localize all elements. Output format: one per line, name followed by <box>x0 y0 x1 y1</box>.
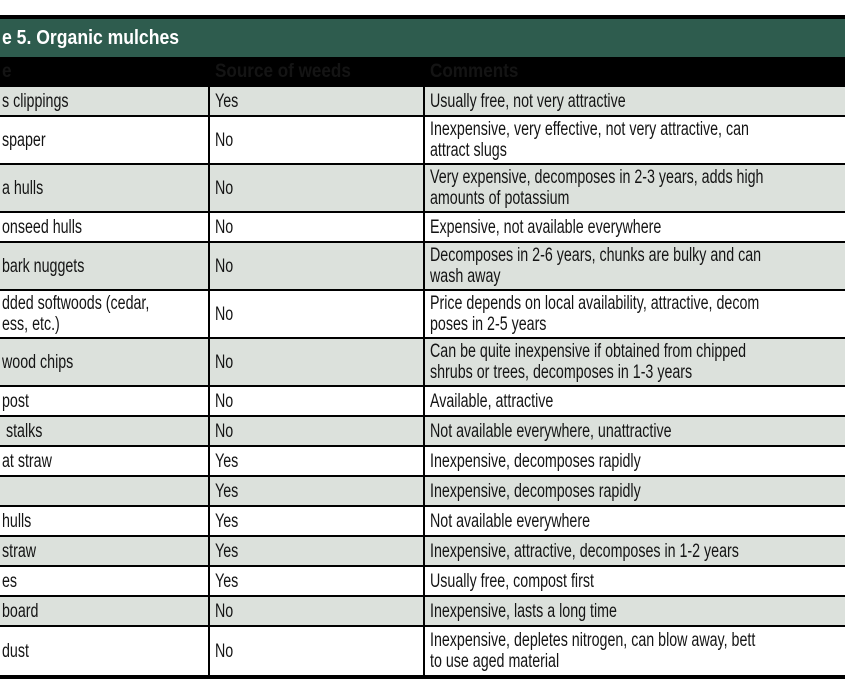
table-row: Yes Inexpensive, decomposes rapidly <box>0 477 845 507</box>
table-header-row: e Source of weeds Comments <box>0 57 845 87</box>
table-row: s clippings Yes Usually free, not very a… <box>0 87 845 117</box>
weed-source-cell: Yes <box>210 537 425 565</box>
table-row: hulls Yes Not available everywhere <box>0 507 845 537</box>
weed-source-cell: No <box>210 597 425 625</box>
table-top-rule <box>0 15 845 19</box>
comments-cell: Inexpensive, lasts a long time <box>430 600 617 622</box>
comments-cell: Price depends on local availability, att… <box>430 293 760 335</box>
table-row: onseed hulls No Expensive, not available… <box>0 213 845 243</box>
table-row: stalks No Not available everywhere, unat… <box>0 417 845 447</box>
table-row: wood chips No Can be quite inexpensive i… <box>0 339 845 387</box>
weed-source-cell: No <box>210 243 425 289</box>
comments-cell: Inexpensive, very effective, not very at… <box>430 119 749 161</box>
weed-source-cell: Yes <box>210 507 425 535</box>
mulch-type-cell: s clippings <box>0 87 210 115</box>
mulch-type-cell: straw <box>0 537 210 565</box>
weed-source-cell: No <box>210 213 425 241</box>
mulch-type-cell: es <box>0 567 210 595</box>
mulch-type-cell <box>0 477 210 505</box>
mulch-type-cell: dded softwoods (cedar, ess, etc.) <box>0 291 210 337</box>
mulch-type-cell: spaper <box>0 117 210 163</box>
weed-source-cell: Yes <box>210 87 425 115</box>
table-title-bar: e 5. Organic mulches <box>0 19 845 57</box>
table-row: spaper No Inexpensive, very effective, n… <box>0 117 845 165</box>
weed-source-cell: Yes <box>210 447 425 475</box>
table-row: board No Inexpensive, lasts a long time <box>0 597 845 627</box>
table-row: es Yes Usually free, compost first <box>0 567 845 597</box>
weed-source-cell: No <box>210 291 425 337</box>
weed-source-cell: No <box>210 627 425 675</box>
table-row: dust No Inexpensive, depletes nitrogen, … <box>0 627 845 675</box>
mulch-type-cell: a hulls <box>0 165 210 211</box>
comments-cell: Usually free, not very attractive <box>430 90 626 112</box>
table-row: dded softwoods (cedar, ess, etc.) No Pri… <box>0 291 845 339</box>
table-row: bark nuggets No Decomposes in 2-6 years,… <box>0 243 845 291</box>
table-row: straw Yes Inexpensive, attractive, decom… <box>0 537 845 567</box>
comments-cell: Expensive, not available everywhere <box>430 216 662 238</box>
comments-cell: Can be quite inexpensive if obtained fro… <box>430 341 747 383</box>
comments-cell: Inexpensive, attractive, decomposes in 1… <box>430 540 739 562</box>
mulch-type-cell: wood chips <box>0 339 210 385</box>
comments-cell: Inexpensive, decomposes rapidly <box>430 480 641 502</box>
weed-source-cell: No <box>210 339 425 385</box>
weed-source-cell: Yes <box>210 567 425 595</box>
mulch-type-cell: bark nuggets <box>0 243 210 289</box>
mulch-type-cell: post <box>0 387 210 415</box>
weed-source-cell: Yes <box>210 477 425 505</box>
mulch-type-cell: board <box>0 597 210 625</box>
mulch-type-cell: stalks <box>0 417 210 445</box>
comments-cell: Not available everywhere <box>430 510 591 532</box>
comments-cell: Inexpensive, depletes nitrogen, can blow… <box>430 630 756 672</box>
weed-source-cell: No <box>210 417 425 445</box>
table-body: s clippings Yes Usually free, not very a… <box>0 87 845 675</box>
weed-source-cell: No <box>210 165 425 211</box>
mulch-type-cell: dust <box>0 627 210 675</box>
comments-cell: Inexpensive, decomposes rapidly <box>430 450 641 472</box>
table-row: at straw Yes Inexpensive, decomposes rap… <box>0 447 845 477</box>
col-header-type: e <box>0 57 210 87</box>
col-header-comments: Comments <box>430 61 519 82</box>
mulch-type-cell: onseed hulls <box>0 213 210 241</box>
table-title: e 5. Organic mulches <box>2 26 180 49</box>
weed-source-cell: No <box>210 117 425 163</box>
table-row: post No Available, attractive <box>0 387 845 417</box>
weed-source-cell: No <box>210 387 425 415</box>
comments-cell: Not available everywhere, unattractive <box>430 420 672 442</box>
organic-mulches-table: e 5. Organic mulches e Source of weeds C… <box>0 15 845 679</box>
comments-cell: Available, attractive <box>430 390 554 412</box>
mulch-type-cell: at straw <box>0 447 210 475</box>
table-bottom-rule <box>0 675 845 679</box>
comments-cell: Very expensive, decomposes in 2-3 years,… <box>430 167 764 209</box>
col-header-source-of-weeds: Source of weeds <box>210 57 425 87</box>
mulch-type-cell: hulls <box>0 507 210 535</box>
comments-cell: Decomposes in 2-6 years, chunks are bulk… <box>430 245 762 287</box>
table-row: a hulls No Very expensive, decomposes in… <box>0 165 845 213</box>
comments-cell: Usually free, compost first <box>430 570 594 592</box>
